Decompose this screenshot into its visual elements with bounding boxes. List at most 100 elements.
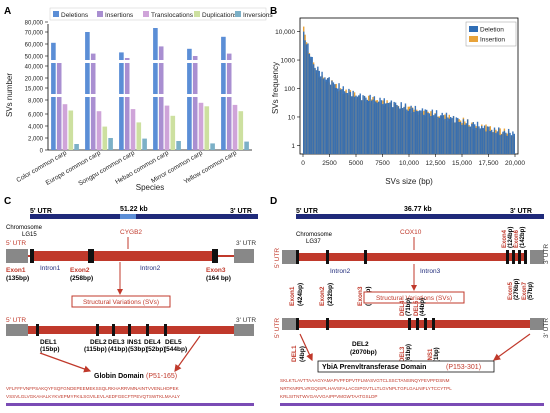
b-bar-deletion [377, 101, 380, 154]
a-bar [210, 143, 215, 150]
b-bar-deletion [407, 110, 409, 154]
panel-a-y-ticks: 0 2,000 4,000 6,000 8,000 15,000 20,000 40,000 5… [25, 21, 48, 155]
c-del3-mark [112, 324, 115, 336]
d-top-utr5: 5' UTR [296, 208, 318, 215]
b-bar-deletion [472, 122, 475, 154]
d-del2-bp: (2070bp) [350, 349, 377, 356]
d-gene-span-bar [296, 214, 544, 219]
d-seq-line-1: SKLKTLAVTTAAAGYAMAPVPFDPVTFLMASVGTCLSSCT… [280, 378, 450, 383]
panel-b-x-ticks: 0 2500 5000 7500 10,000 12,500 15,000 17,500 20,… [301, 154, 525, 167]
b-bar-deletion [468, 126, 470, 154]
b-bar-deletion [475, 127, 477, 154]
b-bar-deletion [441, 112, 443, 154]
b-bar-deletion [490, 129, 493, 154]
panel-b: B 1 10 100 1000 10,000 0 2500 5000 7500 10,000 12… [270, 6, 525, 186]
c-intron1-block [34, 251, 88, 261]
b-bar-deletion [454, 122, 456, 154]
b-bar-deletion [486, 126, 489, 154]
c-domain-arrow-right [174, 335, 201, 372]
a-bar [221, 36, 226, 150]
a-xtick-label: Songpu common carp [77, 149, 136, 187]
b-bar-deletion [359, 93, 361, 154]
b-bar-deletion [451, 118, 453, 154]
b-bar-deletion [331, 80, 333, 154]
b-bar-deletion [353, 96, 356, 154]
a-legend-label: Insertions [105, 12, 134, 19]
a-bar [170, 115, 176, 150]
b-bar-deletion [403, 106, 405, 154]
a-bar [85, 32, 90, 150]
c-exon1-block [30, 249, 34, 263]
panel-b-xlabel: SVs size (bp) [385, 177, 433, 186]
a-bar [238, 111, 244, 150]
b-ytick-label: 1 [291, 143, 295, 150]
b-bar-deletion [495, 133, 497, 154]
d-exon1-label: Exon1 [289, 286, 296, 306]
a-ytick-label: 80,000 [25, 21, 44, 27]
a-legend-label: Translocations [151, 12, 194, 19]
b-bar-deletion [329, 84, 332, 154]
b-bar-deletion [304, 40, 306, 154]
b-bar-deletion [322, 78, 325, 154]
c-seq-line-2: VSSVLGLVGKAHALKYKVEPMYFKILSGVILEVLAEDFGE… [6, 394, 180, 399]
d-chrom-2: LG37 [306, 239, 321, 245]
a-ytick-label: 8,000 [28, 99, 44, 105]
d-exon7-label: Exon7 [522, 281, 528, 300]
a-ytick-label: 6,000 [28, 113, 44, 119]
b-bar-deletion [387, 102, 390, 154]
b-bar-deletion [482, 127, 484, 154]
a-bar [74, 144, 79, 150]
b-bar-deletion [380, 100, 383, 154]
a-legend-label: Inversions [243, 12, 273, 19]
b-bar-deletion [321, 71, 323, 154]
d-del3-mark [408, 318, 411, 330]
a-bar [68, 110, 74, 150]
d-domain-label: YbiA Prenvltransferase Domain [322, 364, 426, 371]
d-backbone [296, 253, 526, 261]
c-exon1-bp: (135bp) [6, 275, 29, 282]
b-bar-deletion [466, 119, 469, 154]
d-utr5-block [282, 250, 296, 264]
c-del4-bp: (52bp) [146, 346, 166, 353]
a-bar [198, 102, 204, 150]
b-bar-deletion [399, 108, 401, 154]
d-del1-bp: (4bp) [299, 346, 306, 362]
b-bar-deletion [498, 127, 500, 154]
c-domain-arrow-left [39, 352, 92, 373]
d-intron2-label: Intron2 [330, 268, 351, 275]
b-bar-deletion [345, 92, 347, 154]
c-del2-mark [96, 324, 99, 336]
b-bar-deletion [437, 116, 439, 154]
c-row-utr3: 3' UTR [236, 240, 256, 247]
b-bar-deletion [397, 106, 400, 154]
b-bar-deletion [513, 133, 515, 154]
b-bar-deletion [389, 102, 391, 154]
d-sequence-underline [280, 403, 544, 406]
a-bar [176, 141, 181, 150]
panel-a-letter: A [4, 6, 11, 17]
d-seq-line-2: NRTKNRPLVRGQISPLHAVSFALACGIPGVTLLTLGVNPL… [280, 386, 452, 391]
b-bar-deletion [338, 83, 340, 154]
d-exon5-block [512, 250, 515, 264]
d-sv-box-label: Structural Variations (SVs) [376, 295, 452, 302]
b-bar-deletion [438, 117, 441, 154]
b-bar-deletion [372, 99, 374, 154]
panel-a-legend: Deletions Insertions Translocations Duplica… [53, 11, 273, 19]
b-legend-swatch [469, 26, 478, 32]
a-bar [142, 138, 147, 150]
b-bar-deletion [319, 76, 322, 154]
c-del1-mark [36, 324, 39, 336]
panel-b-ylabel: SVs frequency [271, 62, 280, 114]
b-bar-deletion [369, 94, 371, 154]
d-length: 36.77 kb [404, 206, 432, 213]
b-bar-deletion [428, 113, 431, 154]
b-bar-deletion [327, 78, 329, 154]
a-bar [153, 28, 158, 150]
d-top-utr3: 3' UTR [510, 208, 532, 215]
c-ins1-mark [128, 324, 131, 336]
b-bar-deletion [414, 105, 417, 154]
c-exon2-block [88, 249, 94, 263]
c-sv-box-label: Structural Variations (SVs) [83, 299, 159, 306]
panel-a: A Deletions Insertions Translocations Dupli… [4, 6, 273, 192]
d-ins1-mark [432, 318, 435, 330]
